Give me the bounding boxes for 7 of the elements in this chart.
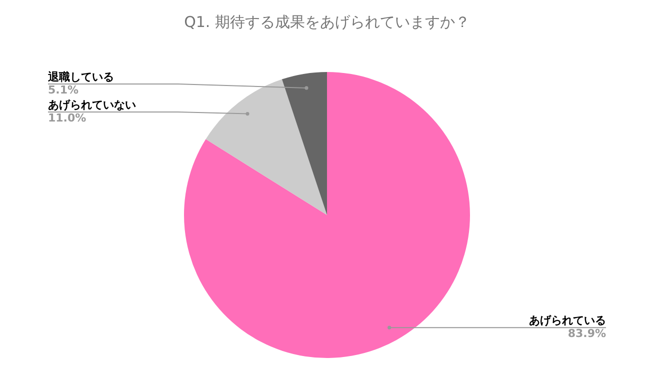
slice-label: 退職している — [47, 70, 114, 84]
slice-label: あげられていない — [48, 98, 136, 112]
data-label: 5.1% — [48, 83, 79, 96]
data-label: 83.9% — [568, 326, 606, 340]
slice-label: あげられている — [529, 314, 606, 327]
data-label: 11.0% — [48, 111, 86, 124]
chart-title: Q1. 期待する成果をあげられていますか？ — [184, 13, 470, 31]
